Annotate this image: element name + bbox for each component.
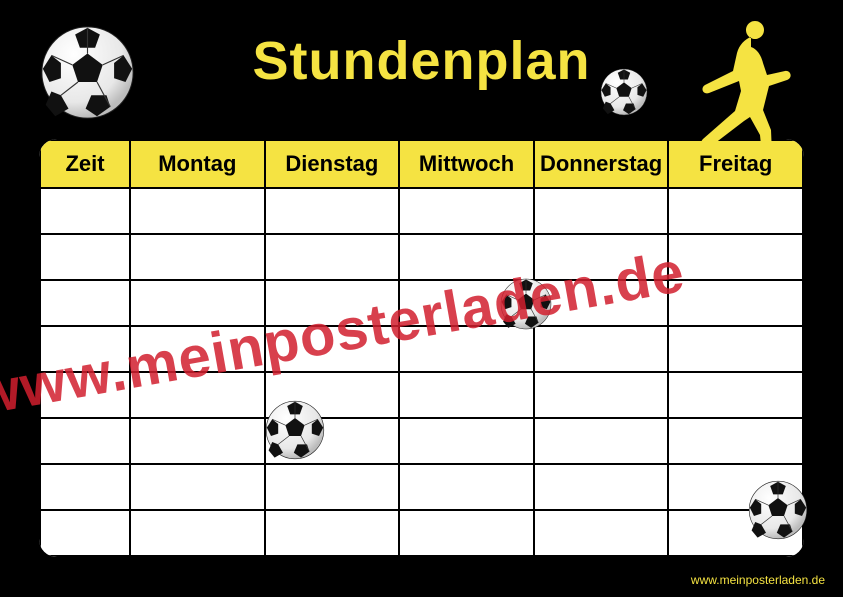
table-cell (534, 418, 669, 464)
table-row (40, 280, 803, 326)
table-cell (399, 510, 534, 556)
col-zeit: Zeit (40, 140, 130, 188)
table-cell (130, 418, 265, 464)
table-cell (534, 234, 669, 280)
table-cell (265, 234, 400, 280)
table-cell (130, 188, 265, 234)
table-cell (130, 234, 265, 280)
soccer-ball-icon (500, 278, 552, 330)
table-cell (130, 510, 265, 556)
table-row (40, 188, 803, 234)
table-cell (399, 418, 534, 464)
table-cell (40, 188, 130, 234)
table-cell (40, 280, 130, 326)
table-cell (668, 418, 803, 464)
table-cell (40, 510, 130, 556)
table-cell (130, 464, 265, 510)
table-cell (399, 188, 534, 234)
table-cell (668, 280, 803, 326)
table-cell (668, 372, 803, 418)
table-cell (399, 464, 534, 510)
table-cell (399, 234, 534, 280)
table-cell (399, 326, 534, 372)
page-title: Stundenplan (253, 30, 591, 92)
footer-url: www.meinposterladen.de (691, 573, 825, 587)
table-cell (265, 188, 400, 234)
table-cell (534, 280, 669, 326)
table-cell (40, 326, 130, 372)
timetable-body (40, 188, 803, 556)
table-header-row: Zeit Montag Dienstag Mittwoch Donnerstag… (40, 140, 803, 188)
table-cell (534, 464, 669, 510)
table-cell (40, 234, 130, 280)
soccer-ball-icon (600, 68, 648, 116)
table-cell (534, 326, 669, 372)
table-cell (534, 372, 669, 418)
table-cell (534, 188, 669, 234)
table-row (40, 326, 803, 372)
col-mittwoch: Mittwoch (399, 140, 534, 188)
table-cell (130, 372, 265, 418)
table-row (40, 418, 803, 464)
col-dienstag: Dienstag (265, 140, 400, 188)
soccer-ball-icon (748, 480, 808, 540)
timetable-grid: Zeit Montag Dienstag Mittwoch Donnerstag… (39, 139, 804, 557)
table-cell (40, 372, 130, 418)
table-row (40, 510, 803, 556)
table-cell (668, 326, 803, 372)
table-row (40, 234, 803, 280)
table-cell (265, 280, 400, 326)
col-montag: Montag (130, 140, 265, 188)
table-cell (534, 510, 669, 556)
table-cell (265, 464, 400, 510)
table-cell (265, 510, 400, 556)
player-silhouette-icon (693, 15, 803, 155)
table-row (40, 372, 803, 418)
table-cell (668, 188, 803, 234)
table-cell (399, 372, 534, 418)
timetable: Zeit Montag Dienstag Mittwoch Donnerstag… (35, 135, 808, 561)
soccer-ball-icon (40, 25, 135, 120)
table-row (40, 464, 803, 510)
table-cell (40, 464, 130, 510)
table-cell (130, 280, 265, 326)
table-cell (668, 234, 803, 280)
table-cell (40, 418, 130, 464)
soccer-ball-icon (265, 400, 325, 460)
table-cell (265, 326, 400, 372)
col-donnerstag: Donnerstag (534, 140, 669, 188)
table-cell (130, 326, 265, 372)
